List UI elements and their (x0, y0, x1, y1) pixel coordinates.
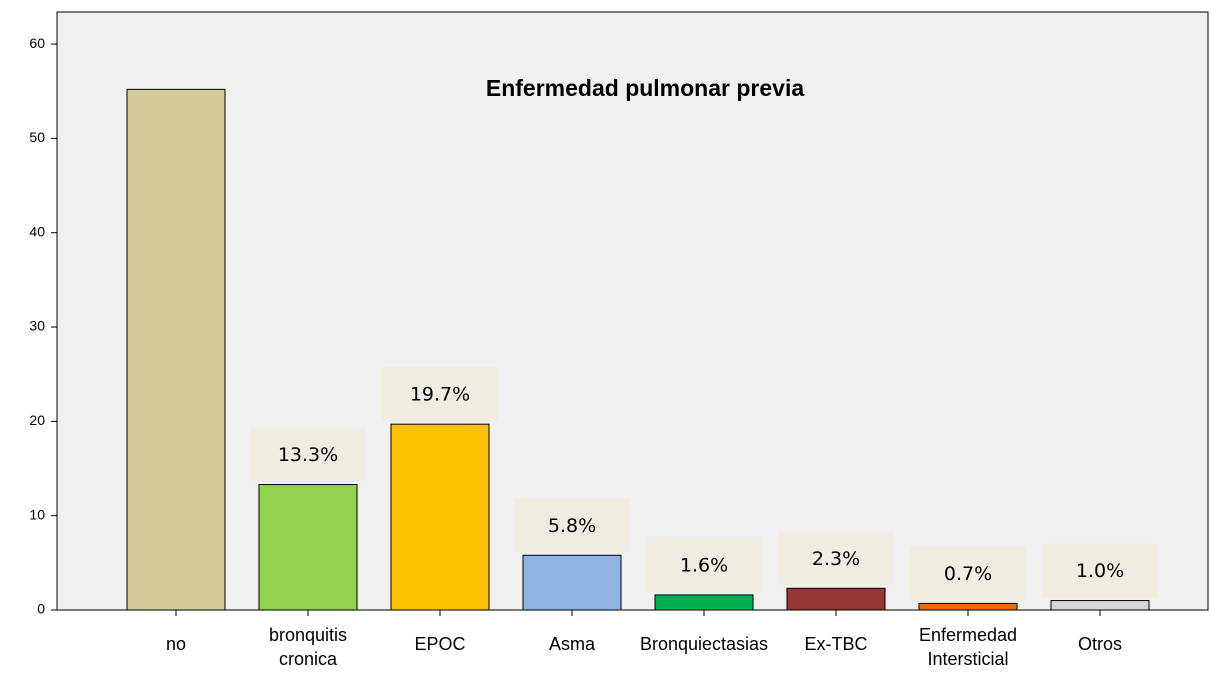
y-tick-label: 50 (29, 129, 45, 145)
x-tick-label: Enfermedad Intersticial (919, 625, 1017, 669)
label-box (250, 427, 366, 482)
value-label: 5.8% (548, 515, 596, 537)
value-label: 2.3% (812, 548, 860, 570)
y-tick-label: 40 (29, 223, 45, 239)
value-label: 13.3% (278, 444, 338, 466)
label-box (910, 546, 1026, 601)
plot-area (56, 11, 1209, 611)
value-label: 1.0% (1076, 560, 1124, 582)
x-tick-label: no (166, 634, 186, 654)
bar (258, 484, 358, 611)
label-box (646, 537, 762, 592)
value-label: 1.6% (680, 554, 728, 576)
label-box (778, 531, 894, 586)
bar (654, 594, 754, 611)
bar (522, 554, 622, 611)
bar (390, 423, 490, 611)
y-tick-label: 20 (29, 412, 45, 428)
y-tick-label: 30 (29, 318, 45, 334)
y-tick-label: 0 (37, 601, 45, 617)
x-tick-label: Asma (549, 634, 596, 654)
label-box (514, 498, 630, 553)
x-tick-label: EPOC (414, 634, 465, 654)
label-box (1042, 543, 1158, 598)
x-tick-label: Otros (1078, 634, 1122, 654)
x-tick-label: Ex-TBC (805, 634, 868, 654)
bar (1050, 600, 1150, 611)
value-label: 19.7% (410, 384, 470, 406)
y-tick-label: 60 (29, 35, 45, 51)
x-tick-label: Bronquiectasias (640, 634, 768, 654)
value-label: 0.7% (944, 563, 992, 585)
bar (786, 587, 886, 611)
x-tick-label: bronquitis cronica (269, 625, 347, 669)
bar (918, 602, 1018, 611)
y-tick-label: 10 (29, 506, 45, 522)
label-box (382, 367, 498, 422)
chart-title: Enfermedad pulmonar previa (486, 75, 804, 101)
bar (126, 88, 226, 611)
